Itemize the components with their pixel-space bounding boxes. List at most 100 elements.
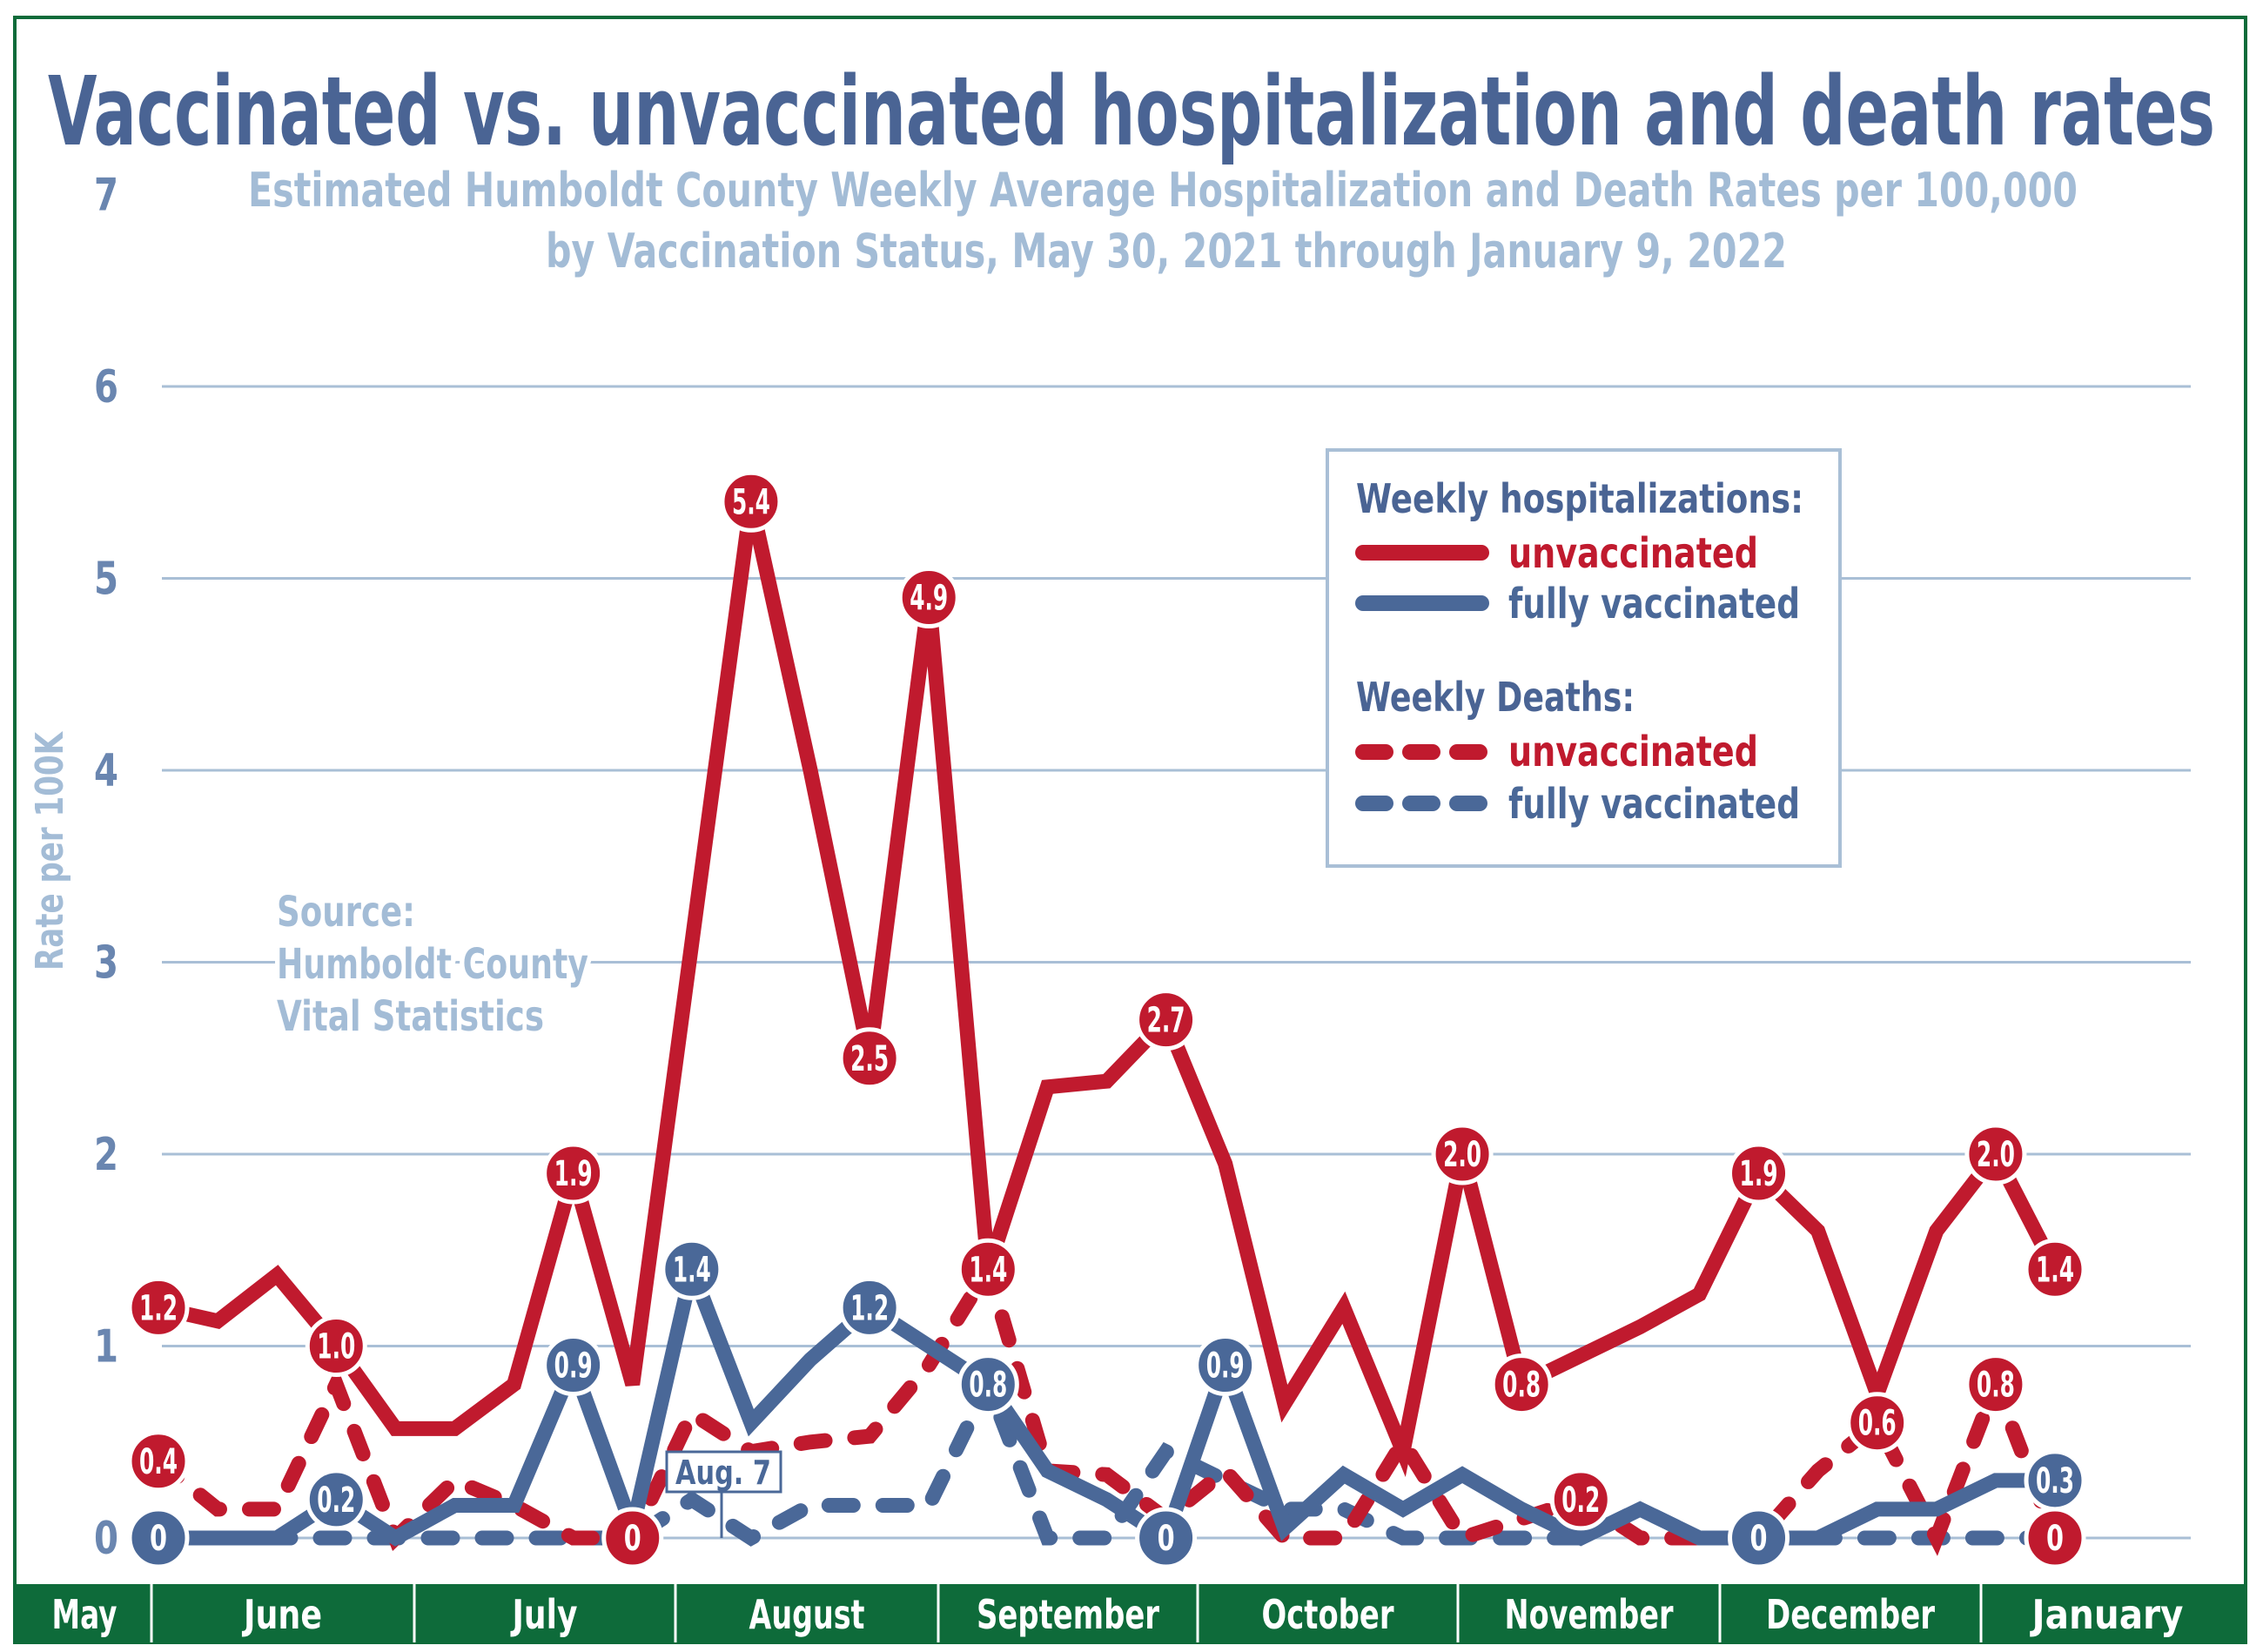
data-label: 1.9 [1728,1142,1790,1205]
data-label-marker [305,1468,367,1531]
data-label: 1.0 [305,1315,367,1377]
data-label: 2.0 [1964,1123,2027,1185]
month-label-july: July [510,1591,577,1638]
data-label-text: 2.7 [1147,1001,1185,1041]
data-label: 0.4 [127,1430,190,1493]
data-label: 0.6 [1846,1392,1909,1454]
month-label-january: January [2030,1591,2184,1638]
data-label-text: 1.4 [673,1250,711,1290]
month-label-june: June [242,1591,322,1638]
data-label: 1.2 [127,1276,190,1339]
data-label-text: 0.9 [554,1346,593,1387]
y-tick-label: 1 [94,1321,118,1373]
data-label-marker [127,1276,190,1339]
month-bar-background [15,1584,2246,1642]
data-label: 0 [601,1507,664,1569]
data-label: 0.3 [2024,1449,2086,1512]
data-label-text: 0.8 [1502,1366,1541,1406]
data-label: 2.7 [1135,989,1198,1051]
y-tick-label: 3 [94,937,118,990]
data-label-marker [1728,1142,1790,1205]
data-label: 1.4 [2024,1238,2086,1300]
month-label-september: September [977,1591,1159,1638]
month-label-may: May [52,1591,118,1638]
data-label: 2.0 [1431,1123,1494,1185]
data-label-text: 1.9 [554,1154,593,1194]
data-label-marker [1964,1353,2027,1416]
data-label-text: 4.9 [910,579,948,619]
y-axis-ticks: 0 1 2 3 4 5 6 7 [94,170,118,1566]
data-label: 0.2 [305,1468,367,1531]
data-labels: 1.2 1.0 1.9 5.4 2.5 4.9 1.4 2.7 2.0 0.8 1.9 2.0 1.4 0… [127,470,2086,1569]
data-label: 0.8 [1964,1353,2027,1416]
data-label: 4.9 [897,567,960,629]
legend: Weekly hospitalizations: unvaccinated fu… [1326,448,1842,868]
data-label-marker [1549,1468,1612,1531]
data-label-marker [1194,1334,1257,1397]
month-label-november: November [1505,1591,1674,1638]
legend-label-hosp-vaccinated: fully vaccinated [1508,580,1800,628]
data-label-text: 0.8 [969,1366,1007,1406]
data-label: 1.9 [542,1142,605,1205]
data-label-marker [957,1353,1019,1416]
data-label-text: 2.0 [1977,1135,2015,1175]
data-label-text: 2.0 [1443,1135,1481,1175]
y-tick-label: 2 [94,1129,118,1181]
data-label: 1.4 [957,1238,1019,1300]
data-label-text: 1.9 [1740,1154,1778,1194]
data-label: 1.2 [838,1276,901,1339]
data-label-marker [542,1334,605,1397]
data-label-text: 0 [1750,1519,1768,1559]
data-label-marker [127,1507,190,1569]
data-label-marker [1135,989,1198,1051]
data-label: 0.8 [957,1353,1019,1416]
data-label-marker [1964,1123,2027,1185]
data-label-text: 0.9 [1206,1346,1245,1387]
data-label-marker [1135,1507,1198,1569]
data-label-text: 1.2 [139,1288,178,1328]
month-axis-bar: May June July August September October Novembe… [15,1584,2246,1642]
data-label-text: 0 [1158,1519,1175,1559]
data-label: 0 [1728,1507,1790,1569]
source-name-line-2: Vital Statistics [277,992,544,1041]
data-label-marker [897,567,960,629]
data-label-text: 0 [624,1519,641,1559]
data-label: 1.4 [661,1238,723,1300]
legend-label-deaths-vaccinated: fully vaccinated [1508,780,1800,829]
source-note: Source: Humboldt County Vital Statistics [271,882,594,1047]
month-label-august: August [749,1591,865,1638]
data-label-text: 0 [2046,1519,2064,1559]
y-tick-label: 0 [94,1513,118,1565]
data-label-marker [601,1507,664,1569]
data-label-text: 0.6 [1858,1404,1897,1444]
data-label-marker [1490,1353,1553,1416]
month-label-december: December [1766,1591,1935,1638]
data-label-marker [720,470,782,533]
y-tick-label: 7 [94,170,118,222]
data-label: 0.9 [542,1334,605,1397]
data-label-text: 0.8 [1977,1366,2015,1406]
chart-subtitle-line-1: Estimated Humboldt County Weekly Average… [248,163,2078,218]
legend-label-hosp-unvaccinated: unvaccinated [1508,529,1758,578]
series-line-hosp-unvaccinated [151,500,2063,1478]
data-label: 0.2 [1549,1468,1612,1531]
data-label-marker [2024,1238,2086,1300]
y-tick-label: 4 [94,745,118,797]
data-label-text: 0 [150,1519,167,1559]
data-label-marker [838,1027,901,1090]
data-label-text: 1.0 [317,1327,355,1367]
legend-hosp-heading: Weekly hospitalizations: [1356,475,1803,522]
data-label-text: 1.2 [850,1288,889,1328]
data-label: 0 [2024,1507,2086,1569]
data-label-text: 0.4 [139,1442,178,1482]
y-axis-title: Rate per 100K [28,731,72,970]
data-label-marker [1728,1507,1790,1569]
data-label-text: 0.3 [2036,1461,2074,1501]
aug7-annotation: Aug. 7 [665,1450,782,1538]
legend-deaths-heading: Weekly Deaths: [1356,674,1635,721]
chart-title: Vaccinated vs. unvaccinated hospitalizat… [48,56,2215,167]
data-label-text: 2.5 [850,1039,889,1079]
data-label: 0 [1135,1507,1198,1569]
data-label-marker [838,1276,901,1339]
data-label-marker [542,1142,605,1205]
